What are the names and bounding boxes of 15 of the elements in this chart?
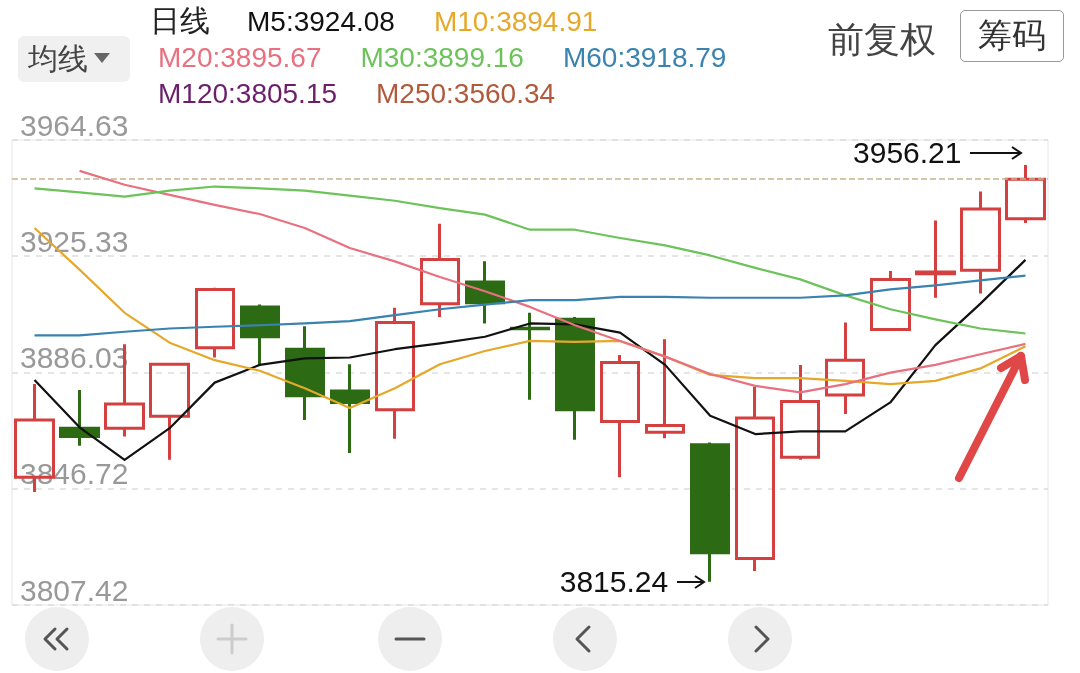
text: 均线 (28, 40, 88, 77)
legend-label: M120:3805.15 (158, 77, 338, 109)
annotation: 3815.24 (559, 565, 669, 599)
text: M60:3918.79 (562, 41, 727, 73)
legend-label: M250:3560.34 (376, 77, 556, 109)
text: M20:3895.67 (158, 41, 322, 73)
annotation: 3956.21 (853, 136, 962, 170)
y-tick-label: 3964.63 (20, 108, 129, 142)
text: M5:3924.08 (247, 5, 395, 37)
text: 日线 (150, 3, 210, 39)
y-tick-label: 3807.42 (20, 573, 129, 607)
text: 前复权 (828, 18, 936, 62)
text: M10:3894.91 (433, 5, 598, 37)
text: M30:3899.16 (360, 41, 524, 73)
text: 筹码 (960, 10, 1064, 62)
